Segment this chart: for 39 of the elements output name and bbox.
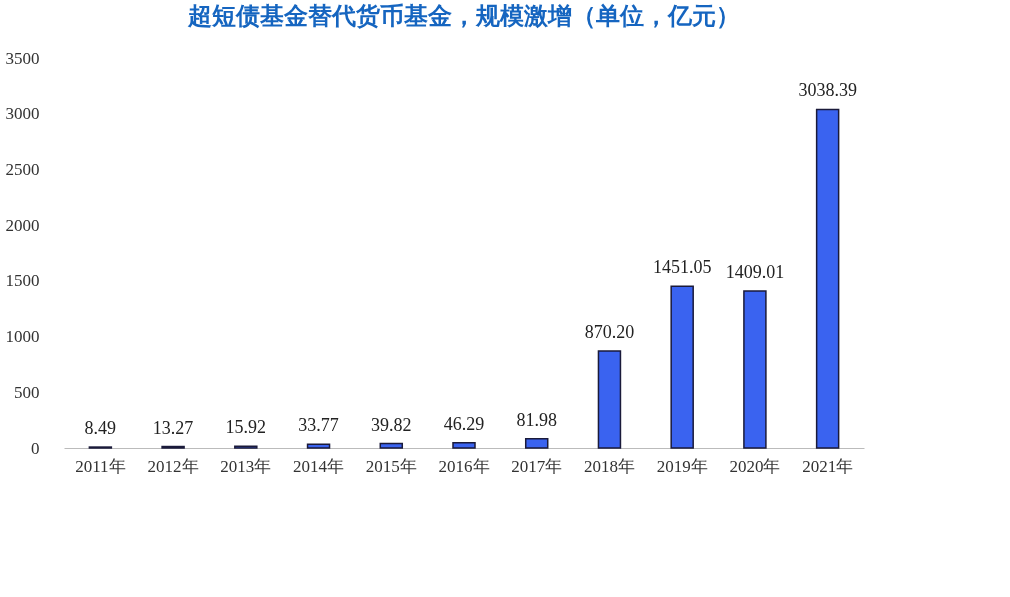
bar — [670, 285, 694, 449]
x-tick-label: 2021年 — [802, 456, 854, 476]
data-label: 13.27 — [152, 417, 194, 438]
data-label: 870.20 — [584, 322, 635, 343]
y-tick-label: 2500 — [5, 159, 40, 179]
bar — [524, 438, 549, 449]
bar — [306, 443, 331, 449]
bar — [743, 290, 767, 449]
x-tick-label: 2019年 — [656, 456, 708, 476]
x-tick-label: 2018年 — [583, 456, 635, 476]
x-tick-label: 2016年 — [438, 456, 490, 476]
x-tick-label: 2017年 — [511, 456, 563, 476]
x-tick-label: 2014年 — [293, 456, 345, 476]
y-tick-label: 2000 — [5, 215, 40, 235]
bar — [815, 108, 840, 449]
data-label: 81.98 — [516, 409, 557, 430]
bar — [452, 442, 476, 449]
y-tick-label: 3000 — [5, 104, 40, 124]
bar — [379, 442, 404, 449]
data-label: 1409.01 — [725, 262, 785, 282]
y-tick-label: 500 — [14, 382, 40, 402]
y-tick-label: 0 — [31, 438, 40, 458]
x-tick-label: 2011年 — [75, 456, 126, 476]
data-label: 39.82 — [371, 414, 412, 435]
data-label: 33.77 — [298, 415, 339, 436]
data-label: 8.49 — [84, 418, 117, 439]
x-tick-label: 2020年 — [729, 456, 781, 476]
data-label: 15.92 — [225, 417, 267, 438]
x-tick-label: 2013年 — [220, 456, 272, 476]
x-tick-label: 2012年 — [147, 456, 199, 476]
data-label: 46.29 — [443, 413, 485, 434]
chart-title: 超短债基金替代货币基金，规模激增（单位，亿元） — [187, 2, 740, 30]
bar — [597, 350, 622, 449]
data-label: 3038.39 — [798, 80, 857, 101]
y-tick-label: 3500 — [5, 48, 40, 68]
data-label: 1451.05 — [652, 257, 712, 278]
y-tick-label: 1500 — [5, 271, 40, 291]
x-tick-label: 2015年 — [365, 456, 417, 476]
y-tick-label: 1000 — [5, 327, 40, 347]
